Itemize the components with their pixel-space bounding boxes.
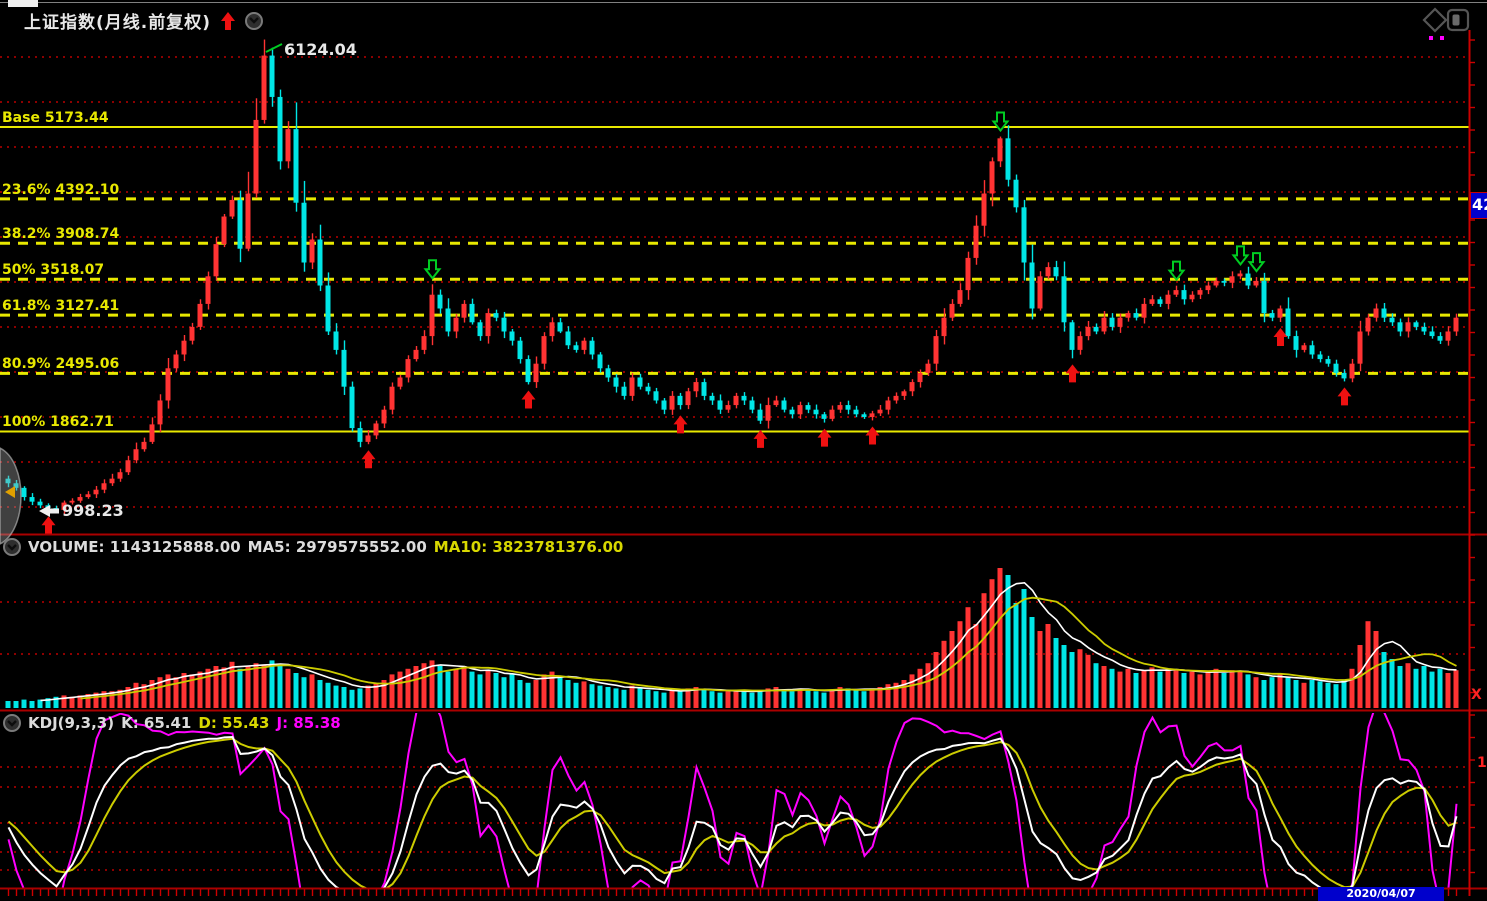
fib-label-809: 80.9% 2495.06: [2, 356, 120, 372]
kdj-j-label: J: 85.38: [276, 714, 341, 732]
trend-up-arrow-icon[interactable]: [219, 11, 237, 31]
chart-title: 上证指数(月线.前复权): [24, 13, 211, 33]
volume-axis-unit-label: X: [1471, 687, 1482, 703]
fib-label-618: 61.8% 3127.41: [2, 298, 120, 314]
fib-label-236: 23.6% 4392.10: [2, 182, 120, 198]
collapse-main-chevron-icon[interactable]: [245, 11, 263, 30]
left-scroll-handle[interactable]: [0, 447, 22, 545]
volume-panel-header: VOLUME: 1143125888.00 MA5: 2979575552.00…: [3, 538, 623, 556]
left-arrow-icon: [39, 504, 59, 517]
collapse-volume-chevron-icon[interactable]: [3, 538, 21, 556]
kdj-d-label: D: 55.43: [198, 714, 270, 732]
volume-ma5-label: MA5: 2979575552.00: [247, 538, 427, 556]
fib-label-382: 38.2% 3908.74: [2, 226, 120, 242]
axis-price-tag: 42: [1470, 192, 1487, 219]
volume-ma10-label: MA10: 3823781376.00: [433, 538, 624, 556]
fib-label-50: 50% 3518.07: [2, 262, 105, 278]
kdj-k-label: K: 65.41: [121, 714, 192, 732]
volume-value-label: VOLUME: 1143125888.00: [28, 538, 241, 556]
kdj-name-label: KDJ(9,3,3): [28, 714, 115, 732]
low-price-annotation: 998.23: [38, 501, 124, 520]
diamond-tool-icon[interactable]: [1422, 7, 1448, 33]
fib-label-base: Base 5173.44: [2, 110, 109, 126]
peak-price-annotation: 6124.04: [284, 40, 357, 59]
fib-label-100: 100% 1862.71: [2, 414, 114, 430]
kdj-panel-header: KDJ(9,3,3) K: 65.41 D: 55.43 J: 85.38: [3, 714, 341, 732]
collapse-kdj-chevron-icon[interactable]: [3, 714, 21, 732]
kdj-axis-label: 1: [1477, 755, 1487, 771]
main-chart-header: 上证指数(月线.前复权): [24, 8, 263, 33]
date-tag: 2020/04/07: [1318, 887, 1444, 901]
panel-layout-icon[interactable]: [1446, 8, 1470, 32]
